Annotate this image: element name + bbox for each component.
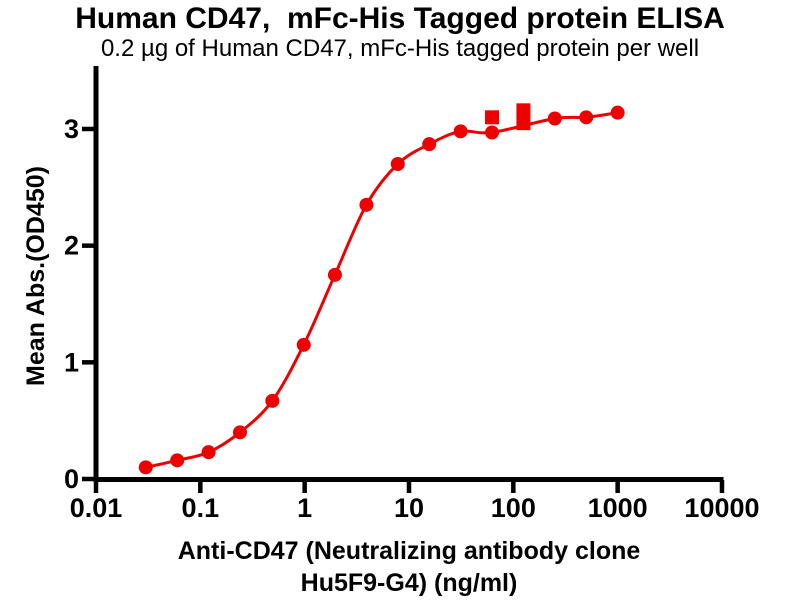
square-data-point: [516, 103, 531, 118]
y-tick-label: 3: [64, 114, 79, 144]
y-tick: [82, 476, 94, 482]
y-axis-ticks: [82, 126, 94, 482]
x-tick: [93, 480, 99, 493]
x-tick-label: 10000: [684, 493, 759, 523]
circle-data-point: [232, 425, 247, 440]
y-tick: [82, 126, 94, 132]
x-axis-ticks: [93, 480, 725, 493]
circle-data-point: [327, 267, 342, 282]
x-axis-line: [93, 477, 724, 482]
circle-data-point: [547, 111, 562, 126]
x-tick: [198, 480, 203, 493]
circle-data-point: [265, 393, 280, 408]
circle-data-point: [201, 445, 216, 460]
x-axis-title-line1: Anti-CD47 (Neutralizing antibody clone: [177, 537, 641, 565]
fit-curve: [144, 111, 620, 469]
x-tick: [406, 480, 412, 493]
circle-data-point: [296, 337, 311, 352]
x-tick-label: 100: [491, 493, 536, 523]
x-tick: [302, 480, 307, 493]
y-tick-label: 1: [64, 347, 79, 377]
y-tick: [82, 360, 94, 365]
circle-data-point: [485, 125, 500, 140]
circle-data-point: [138, 460, 153, 475]
y-tick: [82, 243, 94, 248]
chart-title: Human CD47, mFc-His Tagged protein ELISA: [75, 2, 725, 35]
x-tick-label: 0.01: [70, 493, 123, 523]
x-tick: [719, 480, 725, 493]
x-axis-title-line2: Hu5F9-G4) (ng/ml): [300, 569, 518, 597]
chart-subtitle: 0.2 µg of Human CD47, mFc-His tagged pro…: [100, 35, 700, 62]
square-data-point: [485, 110, 500, 125]
x-tick-label: 1: [297, 493, 312, 523]
y-tick-label: 2: [64, 231, 79, 261]
x-tick: [615, 480, 620, 493]
x-tick: [511, 480, 516, 493]
circle-data-point: [170, 453, 185, 468]
circle-data-point: [610, 105, 625, 120]
x-tick-label: 0.1: [182, 493, 220, 523]
circle-data-point: [390, 156, 405, 171]
circle-data-point: [422, 137, 437, 152]
circle-data-point: [579, 110, 594, 125]
x-tick-label: 10: [394, 493, 424, 523]
x-axis-tick-labels: 0.01 0.1 1 10 100 1000 10000: [70, 493, 760, 523]
y-tick-label: 0: [64, 464, 79, 494]
circle-data-point: [453, 124, 468, 139]
y-axis-tick-labels: 0 1 2 3: [64, 114, 79, 494]
x-tick-label: 1000: [588, 493, 648, 523]
circle-data-point: [359, 197, 374, 212]
square-data-point: [516, 116, 531, 131]
data-point-markers: [138, 103, 625, 475]
y-axis-line: [93, 66, 99, 482]
